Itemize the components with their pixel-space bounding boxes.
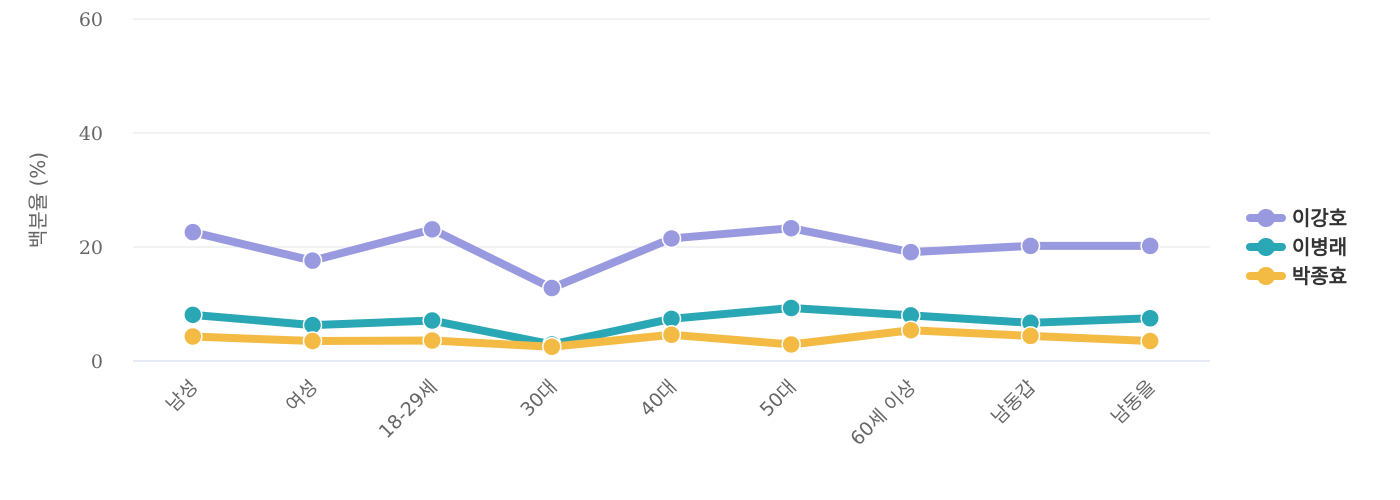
legend-item[interactable]: 박종효 (1246, 264, 1347, 288)
data-point[interactable] (302, 250, 323, 271)
data-point[interactable] (781, 334, 801, 355)
x-tick-label: 18-29세 (375, 376, 442, 443)
legend-label: 이병래 (1292, 235, 1347, 259)
data-point[interactable] (302, 331, 323, 351)
x-tick-label: 60세 이상 (846, 376, 920, 450)
legend-marker-symbol (1257, 209, 1275, 227)
data-point[interactable] (422, 330, 442, 351)
data-point[interactable] (901, 320, 921, 340)
data-point[interactable] (781, 298, 801, 318)
data-point[interactable] (422, 310, 442, 331)
series-layer (183, 218, 1160, 357)
data-point[interactable] (183, 326, 203, 347)
y-tick-label: 60 (79, 9, 103, 31)
data-point[interactable] (661, 228, 682, 249)
data-point[interactable] (781, 218, 801, 238)
x-tick-label: 남성 (162, 376, 202, 416)
data-point[interactable] (422, 219, 442, 240)
legend-label: 이강호 (1292, 206, 1347, 230)
data-point[interactable] (542, 278, 562, 298)
series-0 (183, 218, 1160, 298)
series-1 (183, 298, 1160, 355)
x-tick-label: 50대 (756, 376, 801, 421)
data-point[interactable] (901, 242, 921, 262)
y-tick-label: 20 (79, 237, 103, 259)
series-2 (183, 320, 1160, 357)
x-tick-label: 30대 (516, 376, 561, 421)
data-point[interactable] (183, 305, 203, 325)
x-tick-label: 남동갑 (987, 376, 1040, 429)
y-tick-label: 40 (79, 123, 103, 145)
x-axis-labels: 남성 여성 18-29세 30대 40대 50대 60세 이상 남동갑 남동을 (162, 376, 1160, 450)
y-tick-label: 0 (91, 351, 103, 373)
data-point[interactable] (1140, 331, 1160, 351)
y-axis-ticks: 0 20 40 60 (79, 9, 103, 373)
legend-marker-symbol (1257, 238, 1275, 256)
data-point[interactable] (183, 222, 203, 242)
data-point[interactable] (542, 337, 562, 357)
legend-item[interactable]: 이강호 (1246, 206, 1347, 230)
data-point[interactable] (1140, 308, 1160, 328)
x-tick-label: 40대 (636, 376, 681, 421)
x-tick-label: 여성 (282, 376, 322, 416)
x-tick-label: 남동을 (1107, 376, 1160, 429)
legend-item[interactable]: 이병래 (1246, 235, 1347, 259)
data-point[interactable] (1140, 236, 1160, 256)
legend-label: 박종효 (1292, 264, 1347, 288)
data-point[interactable] (1020, 236, 1041, 256)
y-axis-title: 백분율 (%) (26, 152, 50, 248)
data-point[interactable] (1020, 326, 1041, 346)
legend-marker-symbol (1257, 267, 1275, 285)
data-point[interactable] (661, 325, 682, 345)
